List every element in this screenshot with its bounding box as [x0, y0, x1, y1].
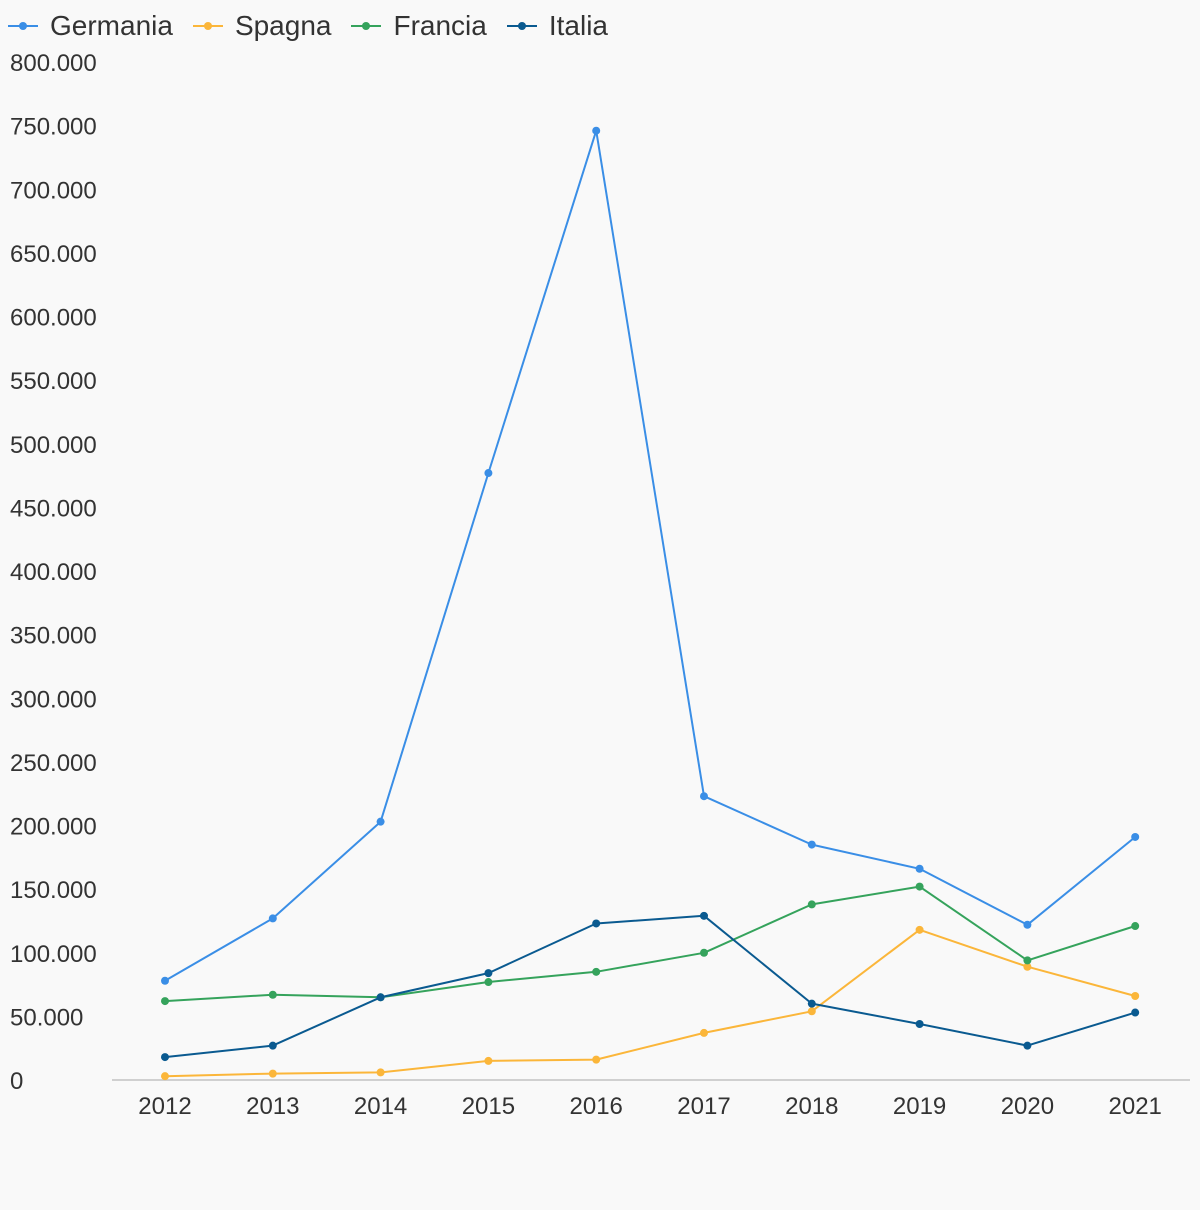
- legend: Germania Spagna Francia Italia: [8, 8, 628, 44]
- data-point-francia[interactable]: [807, 900, 816, 909]
- y-tick-label: 650.000: [10, 241, 97, 268]
- y-tick-label: 250.000: [10, 750, 97, 777]
- x-tick-label: 2021: [1109, 1093, 1162, 1120]
- x-tick-label: 2014: [354, 1093, 407, 1120]
- x-tick-label: 2020: [1001, 1093, 1054, 1120]
- data-point-italia[interactable]: [1023, 1041, 1032, 1050]
- data-point-italia[interactable]: [268, 1041, 277, 1050]
- legend-item-germania[interactable]: Germania: [8, 10, 173, 42]
- data-point-francia[interactable]: [268, 990, 277, 999]
- data-point-spagna[interactable]: [376, 1068, 385, 1077]
- y-tick-label: 800.000: [10, 50, 97, 77]
- series-line-spagna: [164, 928, 1136, 1078]
- x-tick-label: 2013: [246, 1093, 299, 1120]
- legend-swatch: [192, 22, 223, 30]
- data-point-germania[interactable]: [1023, 920, 1032, 929]
- series-line-italia: [164, 914, 1136, 1059]
- series-francia: [161, 882, 1140, 1006]
- data-point-spagna[interactable]: [1023, 962, 1032, 971]
- x-tick-label: 2015: [462, 1093, 515, 1120]
- data-point-germania[interactable]: [268, 914, 277, 923]
- data-point-spagna[interactable]: [807, 1007, 816, 1016]
- legend-item-francia[interactable]: Francia: [351, 10, 487, 42]
- data-point-germania[interactable]: [700, 792, 708, 801]
- y-tick-label: 750.000: [10, 114, 97, 141]
- data-point-germania[interactable]: [376, 817, 385, 826]
- legend-swatch: [351, 22, 382, 30]
- legend-label: Italia: [548, 10, 609, 41]
- data-point-germania[interactable]: [592, 126, 601, 135]
- x-tick-label: 2017: [677, 1093, 730, 1120]
- x-tick-label: 2019: [893, 1093, 946, 1120]
- x-tick-label: 2012: [138, 1093, 191, 1120]
- legend-item-spagna[interactable]: Spagna: [192, 10, 332, 42]
- y-tick-label: 500.000: [10, 432, 97, 459]
- legend-label: Spagna: [234, 10, 332, 41]
- y-tick-label: 350.000: [10, 623, 97, 650]
- x-tick-label: 2016: [570, 1093, 623, 1120]
- data-point-spagna[interactable]: [484, 1056, 493, 1065]
- data-point-francia[interactable]: [161, 997, 169, 1006]
- data-point-italia[interactable]: [807, 999, 816, 1008]
- legend-swatch: [506, 22, 537, 30]
- data-point-germania[interactable]: [161, 976, 169, 985]
- y-tick-label: 450.000: [10, 495, 97, 522]
- data-point-spagna[interactable]: [700, 1028, 708, 1037]
- series-line-germania: [164, 129, 1136, 982]
- y-tick-label: 300.000: [10, 686, 97, 713]
- y-tick-label: 550.000: [10, 368, 97, 395]
- data-point-italia[interactable]: [700, 911, 708, 920]
- legend-label: Francia: [393, 10, 487, 41]
- data-point-spagna[interactable]: [268, 1069, 277, 1078]
- y-tick-label: 0: [10, 1068, 23, 1095]
- x-tick-label: 2018: [785, 1093, 838, 1120]
- data-point-germania[interactable]: [484, 469, 493, 478]
- y-tick-label: 150.000: [10, 877, 97, 904]
- legend-label: Germania: [50, 10, 173, 41]
- data-point-italia[interactable]: [161, 1053, 169, 1062]
- data-point-spagna[interactable]: [161, 1072, 169, 1081]
- data-point-germania[interactable]: [915, 864, 924, 873]
- y-tick-label: 50.000: [10, 1004, 83, 1031]
- y-tick-label: 600.000: [10, 305, 97, 332]
- series-italia: [161, 911, 1140, 1062]
- data-point-spagna[interactable]: [915, 925, 924, 934]
- data-point-francia[interactable]: [484, 978, 493, 987]
- data-point-italia[interactable]: [1131, 1008, 1140, 1017]
- series-line-francia: [164, 885, 1136, 1003]
- data-point-francia[interactable]: [1023, 956, 1032, 965]
- data-point-italia[interactable]: [592, 919, 601, 928]
- data-point-francia[interactable]: [592, 967, 601, 976]
- y-tick-label: 100.000: [10, 941, 97, 968]
- data-point-spagna[interactable]: [592, 1055, 601, 1064]
- data-point-italia[interactable]: [484, 969, 493, 978]
- data-point-spagna[interactable]: [1131, 992, 1140, 1001]
- legend-swatch: [8, 22, 38, 30]
- data-point-francia[interactable]: [700, 948, 708, 957]
- y-tick-label: 200.000: [10, 814, 97, 841]
- data-point-germania[interactable]: [807, 840, 816, 849]
- data-point-italia[interactable]: [376, 993, 385, 1002]
- series-spagna: [161, 925, 1140, 1081]
- y-tick-label: 700.000: [10, 177, 97, 204]
- legend-item-italia[interactable]: Italia: [506, 10, 609, 42]
- y-tick-label: 400.000: [10, 559, 97, 586]
- data-point-francia[interactable]: [915, 882, 924, 891]
- data-point-germania[interactable]: [1131, 832, 1140, 841]
- data-point-italia[interactable]: [915, 1020, 924, 1029]
- data-point-francia[interactable]: [1131, 922, 1140, 931]
- series-germania: [161, 126, 1140, 985]
